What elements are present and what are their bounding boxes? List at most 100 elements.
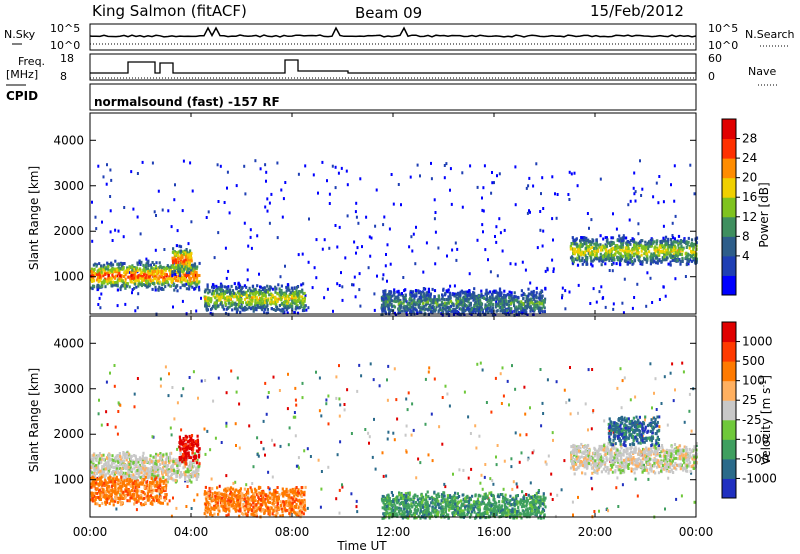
heatmap-cell [340, 271, 342, 275]
heatmap-cell [215, 289, 218, 292]
heatmap-cell [459, 313, 462, 317]
heatmap-cell [282, 310, 285, 313]
heatmap-cell [524, 268, 527, 272]
heatmap-cell [245, 483, 248, 487]
heatmap-cell [514, 262, 517, 266]
heatmap-cell [93, 274, 96, 277]
heatmap-cell [629, 242, 632, 246]
heatmap-cell [469, 311, 472, 315]
heatmap-cell [217, 376, 220, 380]
heatmap-cell [420, 292, 423, 296]
heatmap-cell [233, 282, 236, 286]
heatmap-cell [111, 454, 114, 458]
heatmap-cell [612, 253, 615, 257]
heatmap-cell [393, 438, 396, 442]
heatmap-cell [569, 412, 572, 416]
heatmap-cell [265, 288, 268, 292]
heatmap-cell [176, 289, 179, 293]
heatmap-cell [188, 287, 191, 291]
colorbar-segment [722, 197, 736, 218]
heatmap-cell [93, 472, 96, 475]
heatmap-cell [178, 475, 182, 479]
heatmap-cell [662, 224, 665, 228]
heatmap-cell [670, 245, 673, 249]
heatmap-cell [633, 171, 636, 175]
heatmap-cell [653, 248, 656, 252]
heatmap-cell [561, 286, 564, 290]
heatmap-cell [228, 211, 231, 215]
heatmap-cell [552, 438, 554, 442]
heatmap-cell [437, 304, 440, 308]
heatmap-cell [291, 305, 294, 308]
heatmap-cell [143, 278, 146, 282]
heatmap-cell [238, 446, 241, 450]
heatmap-cell [680, 253, 684, 256]
heatmap-cell [135, 462, 138, 466]
heatmap-cell [641, 187, 644, 191]
heatmap-cell [681, 248, 684, 251]
heatmap-cell [393, 288, 396, 292]
heatmap-cell [654, 261, 657, 265]
heatmap-cell [618, 251, 621, 255]
heatmap-cell [643, 252, 646, 256]
heatmap-cell [483, 164, 486, 168]
heatmap-cell [402, 276, 405, 279]
heatmap-cell [670, 183, 672, 187]
heatmap-cell [100, 283, 104, 287]
heatmap-cell [178, 462, 181, 466]
heatmap-cell [474, 310, 477, 314]
heatmap-cell [540, 296, 543, 300]
heatmap-cell [195, 267, 198, 271]
heatmap-cell [354, 295, 357, 299]
heatmap-cell [525, 306, 528, 309]
heatmap-cell [246, 278, 249, 282]
heatmap-cell [91, 454, 94, 458]
heatmap-cell [216, 294, 219, 298]
heatmap-cell [563, 388, 566, 392]
heatmap-cell [527, 302, 530, 306]
heatmap-cell [181, 473, 184, 477]
heatmap-cell [136, 458, 139, 462]
heatmap-cell [283, 293, 286, 297]
heatmap-cell [673, 164, 676, 168]
heatmap-cell [293, 290, 296, 294]
heatmap-cell [241, 294, 244, 297]
heatmap-cell [268, 487, 271, 491]
heatmap-cell [131, 291, 133, 295]
heatmap-cell [543, 300, 546, 304]
heatmap-cell [301, 309, 305, 313]
heatmap-cell [214, 296, 217, 300]
heatmap-cell [94, 464, 98, 468]
heatmap-cell [101, 465, 104, 469]
heatmap-cell [133, 454, 136, 457]
heatmap-cell [535, 291, 538, 295]
heatmap-cell [610, 243, 613, 246]
heatmap-cell [513, 298, 517, 302]
heatmap-cell [583, 242, 586, 246]
heatmap-cell [426, 302, 429, 306]
heatmap-cell [451, 248, 454, 252]
heatmap-cell [254, 298, 257, 302]
heatmap-cell [683, 238, 686, 242]
heatmap-cell [173, 256, 176, 260]
heatmap-cell [120, 475, 123, 479]
freq-label: Freq. [18, 55, 45, 68]
heatmap-cell [535, 286, 538, 290]
heatmap-cell [424, 377, 427, 381]
heatmap-cell [176, 461, 179, 465]
heatmap-cell [95, 466, 98, 470]
heatmap-cell [158, 280, 161, 284]
heatmap-cell [481, 208, 484, 212]
heatmap-cell [539, 291, 543, 295]
heatmap-cell [383, 293, 386, 297]
heatmap-cell [106, 278, 109, 282]
heatmap-cell [274, 285, 277, 289]
heatmap-cell [388, 292, 391, 295]
heatmap-cell [223, 201, 226, 204]
heatmap-cell [645, 304, 648, 308]
heatmap-cell [396, 417, 399, 421]
heatmap-cell [627, 203, 630, 207]
heatmap-cell [615, 262, 618, 266]
heatmap-cell [154, 467, 157, 471]
heatmap-cell [413, 300, 416, 304]
